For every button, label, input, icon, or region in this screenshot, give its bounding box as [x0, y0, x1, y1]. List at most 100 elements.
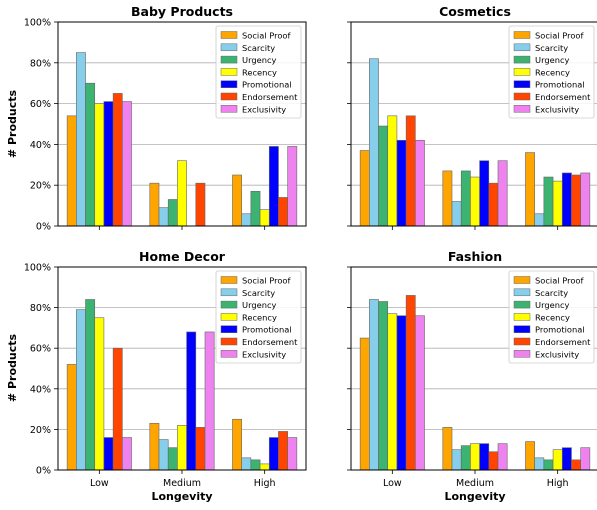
bar-exclusivity-medium [204, 331, 215, 471]
legend-label: Promotional [242, 80, 292, 90]
legend-swatch [513, 300, 531, 309]
bar-endorsement-low [112, 347, 123, 471]
legend-swatch [220, 325, 238, 333]
bar-urgency-low [85, 82, 96, 227]
bar-endorsement-medium [488, 451, 499, 471]
legend-swatch [513, 105, 531, 113]
bar-urgency-low [378, 125, 389, 227]
bar-social-proof-low [359, 150, 370, 227]
legend-label: Endorsement [535, 337, 591, 347]
legend-label: Promotional [535, 325, 585, 335]
legend-swatch [220, 105, 238, 113]
bar-exclusivity-high [287, 437, 298, 471]
x-tick-label: Low [383, 478, 402, 489]
panel-title: Baby Products [131, 4, 233, 19]
legend-label: Urgency [535, 55, 570, 65]
x-tick-label: High [254, 478, 276, 489]
bar-promotional-high [561, 447, 572, 471]
bar-social-proof-low [359, 337, 370, 471]
y-tick-label: 100% [24, 18, 51, 29]
bar-exclusivity-high [580, 447, 591, 471]
bar-recency-low [387, 313, 398, 471]
bar-urgency-low [378, 301, 389, 471]
legend-label: Scarcity [535, 43, 568, 53]
bar-urgency-medium [460, 445, 471, 471]
bar-scarcity-medium [158, 439, 169, 471]
bar-recency-low [94, 103, 105, 227]
x-tick-label: Low [90, 478, 109, 489]
bar-recency-high [259, 463, 270, 471]
legend-swatch [513, 350, 531, 358]
panel-1: Baby Products 0% 20% 40% 60% 80% 100% Social Pr… [24, 4, 307, 233]
y-tick-label: 80% [30, 303, 51, 314]
panel-3: Home Decor 0% 20% 40% 60% 80% 100% Low Medium Hig… [24, 249, 307, 489]
bar-promotional-low [103, 101, 114, 227]
y-tick-label: 100% [24, 263, 51, 274]
y-tick-label: 40% [30, 140, 51, 151]
bar-exclusivity-low [122, 101, 132, 227]
panel-title: Fashion [448, 249, 502, 264]
bar-social-proof-low [66, 115, 77, 227]
legend-label: Endorsement [242, 337, 298, 347]
panel-2: Cosmetics Social Proof Scarcity Urgency Rece… [347, 4, 597, 230]
bar-promotional-low [396, 315, 407, 471]
bar-exclusivity-high [287, 146, 298, 227]
legend-label: Scarcity [242, 288, 275, 298]
legend: Social Proof Scarcity Urgency Recency Promot… [215, 270, 302, 364]
legend-label: Urgency [535, 300, 570, 310]
bar-urgency-high [543, 176, 554, 227]
bar-promotional-high [268, 146, 279, 227]
legend-swatch [220, 55, 238, 64]
legend-label: Exclusivity [242, 104, 286, 114]
legend-swatch [220, 300, 238, 309]
legend-swatch [513, 92, 531, 101]
legend-label: Social Proof [535, 276, 584, 286]
legend-swatch [513, 325, 531, 333]
legend-swatch [220, 288, 238, 297]
bar-scarcity-low [369, 58, 379, 227]
bar-endorsement-high [571, 174, 581, 227]
legend-label: Exclusivity [535, 104, 579, 114]
legend-swatch [220, 68, 238, 76]
y-tick-label: 0% [36, 222, 51, 233]
legend-swatch [220, 80, 238, 88]
bar-exclusivity-high [580, 172, 591, 227]
legend-swatch [513, 68, 531, 76]
bar-exclusivity-medium [497, 443, 508, 471]
bar-endorsement-medium [195, 182, 206, 227]
legend-label: Social Proof [535, 31, 584, 41]
bar-endorsement-high [278, 431, 288, 471]
bar-scarcity-low [369, 299, 379, 471]
bar-recency-high [552, 180, 563, 227]
bar-endorsement-low [112, 93, 123, 227]
bar-exclusivity-low [122, 437, 132, 471]
bar-recency-high [259, 209, 270, 227]
legend-label: Recency [242, 67, 277, 77]
bar-endorsement-low [405, 295, 416, 471]
y-tick-label: 60% [30, 344, 51, 355]
bar-exclusivity-medium [497, 160, 508, 227]
bar-social-proof-high [232, 174, 242, 227]
y-tick-label: 40% [30, 384, 51, 395]
bar-scarcity-medium [158, 207, 169, 227]
legend-label: Exclusivity [535, 349, 579, 359]
x-tick-label: Medium [163, 478, 201, 489]
bar-scarcity-high [534, 457, 545, 471]
bar-exclusivity-low [415, 140, 425, 227]
legend: Social Proof Scarcity Urgency Recency Promot… [215, 25, 302, 119]
bar-recency-medium [177, 425, 187, 471]
legend-label: Endorsement [242, 92, 298, 102]
legend-swatch [220, 43, 238, 52]
legend-label: Recency [535, 312, 570, 322]
bar-promotional-medium [186, 331, 197, 471]
bar-recency-high [552, 449, 563, 471]
panel-4: Fashion Low Medium High Social Proof Scarcity… [347, 249, 597, 489]
legend-swatch [220, 31, 238, 39]
panel-title: Cosmetics [439, 4, 511, 19]
bar-endorsement-medium [195, 427, 206, 471]
legend-label: Scarcity [242, 43, 275, 53]
bar-exclusivity-low [415, 315, 425, 471]
legend-swatch [220, 92, 238, 101]
legend-swatch [220, 276, 238, 284]
